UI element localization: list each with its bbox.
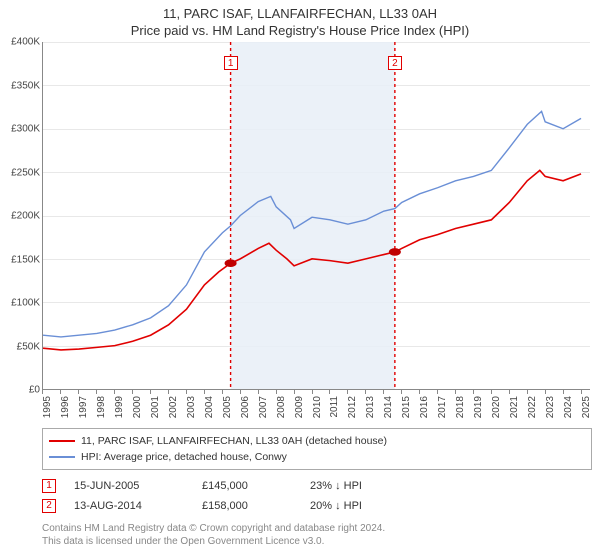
y-tick-label: £50K — [17, 341, 40, 352]
x-axis: 1995199619971998199920002001200220032004… — [42, 390, 590, 422]
y-tick-label: £400K — [11, 37, 40, 48]
transaction-diff: 20% ↓ HPI — [310, 500, 390, 512]
chart-legend: 11, PARC ISAF, LLANFAIRFECHAN, LL33 0AH … — [42, 428, 592, 470]
table-row: 2 13-AUG-2014 £158,000 20% ↓ HPI — [42, 496, 592, 516]
transaction-marker: 2 — [42, 499, 56, 513]
footer-line: This data is licensed under the Open Gov… — [42, 535, 592, 548]
annotation-marker: 2 — [388, 56, 402, 70]
transaction-date: 13-AUG-2014 — [74, 500, 184, 512]
transaction-date: 15-JUN-2005 — [74, 480, 184, 492]
y-tick-label: £300K — [11, 124, 40, 135]
price-chart: £0£50K£100K£150K£200K£250K£300K£350K£400… — [0, 42, 600, 422]
transaction-price: £145,000 — [202, 480, 292, 492]
y-tick-label: £0 — [29, 385, 40, 396]
legend-swatch — [49, 440, 75, 442]
legend-item: 11, PARC ISAF, LLANFAIRFECHAN, LL33 0AH … — [49, 433, 585, 449]
y-tick-label: £250K — [11, 167, 40, 178]
transaction-price: £158,000 — [202, 500, 292, 512]
chart-subtitle: Price paid vs. HM Land Registry's House … — [0, 23, 600, 38]
attribution-footer: Contains HM Land Registry data © Crown c… — [42, 522, 592, 548]
legend-item: HPI: Average price, detached house, Conw… — [49, 449, 585, 465]
annotation-marker: 1 — [224, 56, 238, 70]
plot-area: 12 — [42, 42, 590, 390]
legend-label: 11, PARC ISAF, LLANFAIRFECHAN, LL33 0AH … — [81, 433, 387, 449]
y-tick-label: £100K — [11, 298, 40, 309]
y-tick-label: £200K — [11, 211, 40, 222]
chart-svg — [43, 42, 590, 389]
transactions-table: 1 15-JUN-2005 £145,000 23% ↓ HPI 2 13-AU… — [42, 476, 592, 516]
legend-label: HPI: Average price, detached house, Conw… — [81, 449, 287, 465]
y-tick-label: £150K — [11, 254, 40, 265]
footer-line: Contains HM Land Registry data © Crown c… — [42, 522, 592, 535]
x-tick-label: 2025 — [581, 396, 600, 418]
y-tick-label: £350K — [11, 80, 40, 91]
table-row: 1 15-JUN-2005 £145,000 23% ↓ HPI — [42, 476, 592, 496]
transaction-marker: 1 — [42, 479, 56, 493]
address-title: 11, PARC ISAF, LLANFAIRFECHAN, LL33 0AH — [0, 6, 600, 21]
legend-swatch — [49, 456, 75, 458]
transaction-diff: 23% ↓ HPI — [310, 480, 390, 492]
y-axis: £0£50K£100K£150K£200K£250K£300K£350K£400… — [0, 42, 42, 390]
